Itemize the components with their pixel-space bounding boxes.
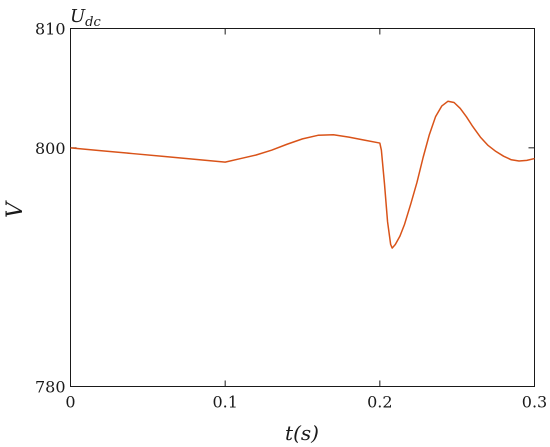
- axes-frame: [70, 28, 535, 387]
- x-tick-label: 0: [65, 393, 75, 412]
- y-tick-label: 810: [35, 20, 66, 39]
- x-axis-label: t(s): [285, 421, 319, 445]
- series-group: [70, 100, 535, 249]
- x-tick-label: 0.3: [522, 393, 547, 412]
- chart-title-sub: dc: [85, 15, 101, 30]
- series-line: [70, 100, 535, 249]
- plot-area: 0 0.1 0.2 0.3 780 800 810: [35, 20, 547, 412]
- y-axis-label: V: [3, 200, 28, 218]
- y-tick-label: 800: [35, 139, 66, 158]
- x-tick-label: 0.2: [367, 393, 392, 412]
- tick-marks: [70, 28, 535, 387]
- chart-title-main: U: [70, 6, 86, 27]
- tick-labels: 0 0.1 0.2 0.3 780 800 810: [35, 20, 547, 412]
- y-tick-label: 780: [35, 378, 66, 397]
- chart-title: Udc: [70, 6, 101, 30]
- x-tick-label: 0.1: [212, 393, 237, 412]
